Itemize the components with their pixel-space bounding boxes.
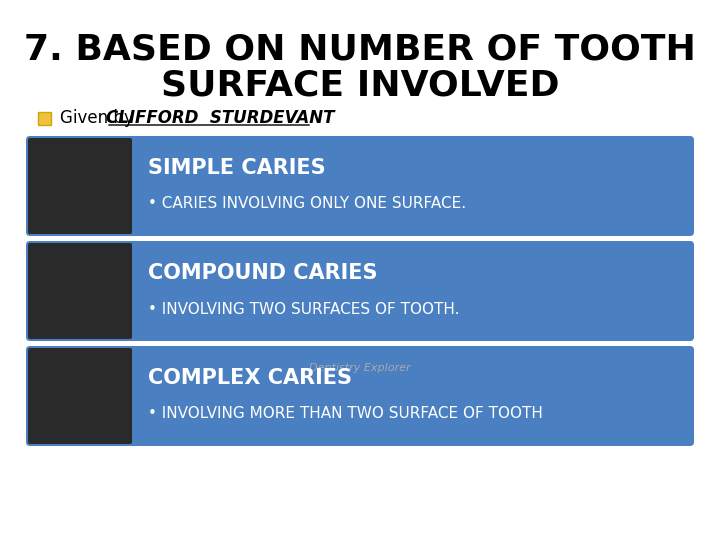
Text: COMPOUND CARIES: COMPOUND CARIES bbox=[148, 263, 377, 283]
Text: SIMPLE CARIES: SIMPLE CARIES bbox=[148, 158, 325, 178]
Text: COMPLEX CARIES: COMPLEX CARIES bbox=[148, 368, 352, 388]
Text: • INVOLVING TWO SURFACES OF TOOTH.: • INVOLVING TWO SURFACES OF TOOTH. bbox=[148, 301, 459, 316]
Text: • CARIES INVOLVING ONLY ONE SURFACE.: • CARIES INVOLVING ONLY ONE SURFACE. bbox=[148, 197, 466, 212]
FancyBboxPatch shape bbox=[26, 346, 694, 446]
FancyBboxPatch shape bbox=[28, 138, 132, 234]
Text: Given by: Given by bbox=[60, 109, 144, 127]
Text: SURFACE INVOLVED: SURFACE INVOLVED bbox=[161, 68, 559, 102]
FancyBboxPatch shape bbox=[28, 243, 132, 339]
Text: CLIFFORD  STURDEVANT: CLIFFORD STURDEVANT bbox=[106, 109, 335, 127]
FancyBboxPatch shape bbox=[28, 348, 132, 444]
FancyBboxPatch shape bbox=[38, 112, 51, 125]
FancyBboxPatch shape bbox=[26, 136, 694, 236]
Text: 7. BASED ON NUMBER OF TOOTH: 7. BASED ON NUMBER OF TOOTH bbox=[24, 33, 696, 67]
Text: Dentistry Explorer: Dentistry Explorer bbox=[309, 363, 411, 373]
FancyBboxPatch shape bbox=[26, 241, 694, 341]
Text: • INVOLVING MORE THAN TWO SURFACE OF TOOTH: • INVOLVING MORE THAN TWO SURFACE OF TOO… bbox=[148, 407, 543, 422]
